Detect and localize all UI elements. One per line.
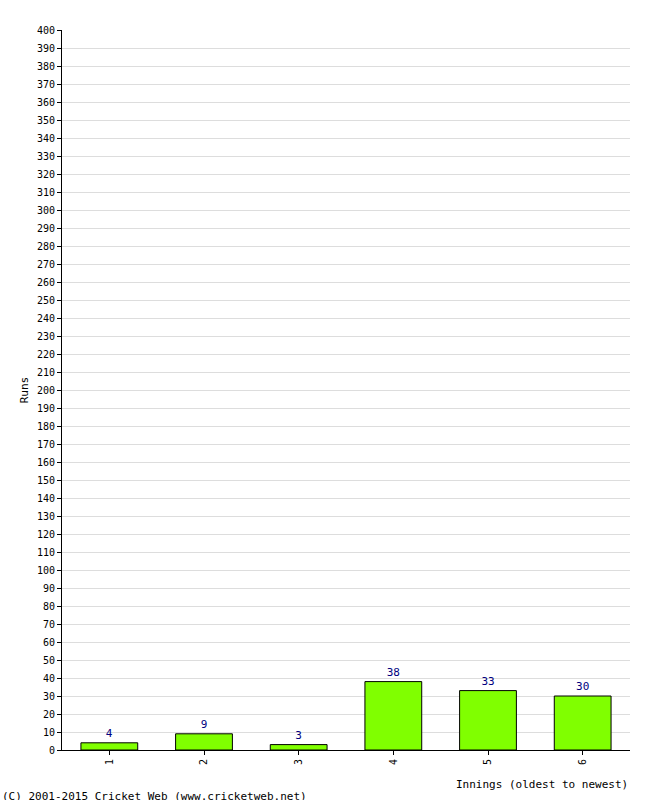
svg-text:130: 130 bbox=[37, 511, 55, 522]
svg-text:0: 0 bbox=[49, 745, 55, 756]
svg-text:270: 270 bbox=[37, 259, 55, 270]
svg-text:320: 320 bbox=[37, 169, 55, 180]
svg-text:390: 390 bbox=[37, 43, 55, 54]
svg-text:33: 33 bbox=[481, 675, 494, 688]
svg-text:5: 5 bbox=[482, 759, 493, 765]
svg-text:60: 60 bbox=[43, 637, 55, 648]
svg-text:80: 80 bbox=[43, 601, 55, 612]
svg-text:360: 360 bbox=[37, 97, 55, 108]
svg-text:170: 170 bbox=[37, 439, 55, 450]
svg-text:180: 180 bbox=[37, 421, 55, 432]
svg-text:300: 300 bbox=[37, 205, 55, 216]
svg-text:190: 190 bbox=[37, 403, 55, 414]
svg-text:220: 220 bbox=[37, 349, 55, 360]
svg-text:30: 30 bbox=[43, 691, 55, 702]
svg-text:1: 1 bbox=[104, 759, 115, 765]
svg-text:3: 3 bbox=[295, 729, 302, 742]
svg-text:Runs: Runs bbox=[18, 377, 31, 404]
svg-text:70: 70 bbox=[43, 619, 55, 630]
svg-text:260: 260 bbox=[37, 277, 55, 288]
svg-text:240: 240 bbox=[37, 313, 55, 324]
svg-text:150: 150 bbox=[37, 475, 55, 486]
svg-text:120: 120 bbox=[37, 529, 55, 540]
svg-text:50: 50 bbox=[43, 655, 55, 666]
svg-text:110: 110 bbox=[37, 547, 55, 558]
svg-text:380: 380 bbox=[37, 61, 55, 72]
svg-text:4: 4 bbox=[106, 727, 113, 740]
svg-text:6: 6 bbox=[577, 759, 588, 765]
svg-text:3: 3 bbox=[293, 759, 304, 765]
svg-text:140: 140 bbox=[37, 493, 55, 504]
svg-text:2: 2 bbox=[198, 759, 209, 765]
svg-text:350: 350 bbox=[37, 115, 55, 126]
svg-text:340: 340 bbox=[37, 133, 55, 144]
svg-text:210: 210 bbox=[37, 367, 55, 378]
svg-text:290: 290 bbox=[37, 223, 55, 234]
svg-text:280: 280 bbox=[37, 241, 55, 252]
svg-text:20: 20 bbox=[43, 709, 55, 720]
svg-text:10: 10 bbox=[43, 727, 55, 738]
svg-text:4: 4 bbox=[388, 759, 399, 765]
svg-text:100: 100 bbox=[37, 565, 55, 576]
svg-text:38: 38 bbox=[387, 666, 400, 679]
svg-text:90: 90 bbox=[43, 583, 55, 594]
svg-text:330: 330 bbox=[37, 151, 55, 162]
svg-text:200: 200 bbox=[37, 385, 55, 396]
svg-text:310: 310 bbox=[37, 187, 55, 198]
svg-text:Innings (oldest to newest): Innings (oldest to newest) bbox=[456, 778, 628, 791]
svg-text:230: 230 bbox=[37, 331, 55, 342]
svg-text:370: 370 bbox=[37, 79, 55, 90]
svg-text:(C) 2001-2015 Cricket Web (www: (C) 2001-2015 Cricket Web (www.cricketwe… bbox=[2, 790, 307, 800]
svg-text:400: 400 bbox=[37, 25, 55, 36]
svg-text:30: 30 bbox=[576, 680, 589, 693]
svg-text:9: 9 bbox=[201, 718, 208, 731]
svg-text:250: 250 bbox=[37, 295, 55, 306]
svg-text:40: 40 bbox=[43, 673, 55, 684]
svg-text:160: 160 bbox=[37, 457, 55, 468]
